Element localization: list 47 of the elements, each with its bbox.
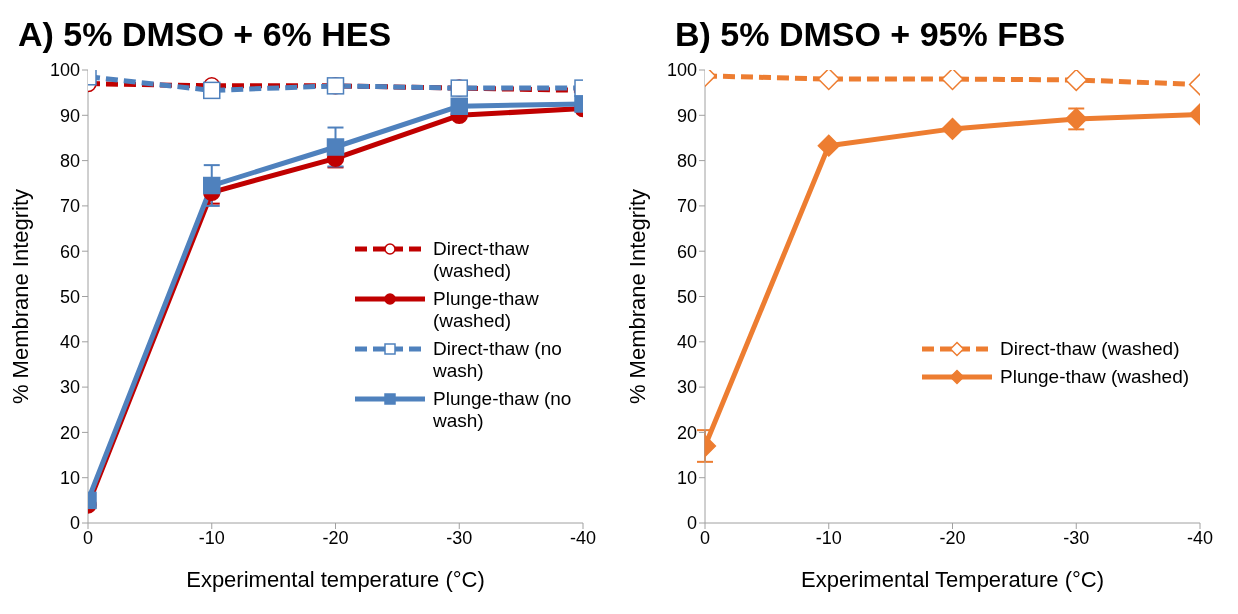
chart-title: A) 5% DMSO + 6% HES bbox=[17, 14, 393, 55]
y-tick-label: 90 bbox=[676, 105, 697, 126]
y-tick-label: 80 bbox=[59, 150, 80, 171]
y-tick-label: 30 bbox=[676, 377, 697, 398]
x-tick-label: -30 bbox=[1063, 527, 1090, 548]
y-tick-label: 100 bbox=[666, 60, 697, 81]
y-tick-label: 30 bbox=[59, 377, 80, 398]
x-tick-label: -40 bbox=[1186, 527, 1214, 548]
point bbox=[203, 81, 221, 100]
x-tick-label: -40 bbox=[569, 527, 597, 548]
y-axis-title: % Membrane Integrity bbox=[624, 188, 650, 405]
x-tick-label: 0 bbox=[82, 527, 94, 548]
y-tick-label: 90 bbox=[59, 105, 80, 126]
legend-label: Direct-thaw (washed) bbox=[433, 238, 531, 282]
y-tick-label: 50 bbox=[59, 286, 80, 307]
y-tick-label: 80 bbox=[676, 150, 697, 171]
legend-label: Plunge-thaw (no wash) bbox=[433, 388, 573, 432]
legend-label: Direct-thaw (washed) bbox=[1000, 338, 1180, 360]
x-tick-label: -30 bbox=[446, 527, 473, 548]
y-tick-label: 10 bbox=[59, 468, 80, 489]
x-axis-title: Experimental temperature (°C) bbox=[186, 566, 485, 592]
x-tick-label: -20 bbox=[322, 527, 349, 548]
y-tick-label: 40 bbox=[59, 332, 80, 353]
x-axis-title: Experimental Temperature (°C) bbox=[800, 566, 1105, 592]
x-tick-label: -20 bbox=[939, 527, 966, 548]
y-tick-label: 60 bbox=[59, 241, 80, 262]
x-tick-label: 0 bbox=[699, 527, 711, 548]
y-tick-label: 50 bbox=[676, 286, 697, 307]
y-tick-label: 100 bbox=[49, 60, 80, 81]
legend-label: Plunge-thaw (washed) bbox=[1000, 366, 1190, 388]
y-tick-label: 0 bbox=[686, 513, 697, 534]
legend-label: Plunge-thaw (washed) bbox=[433, 288, 540, 332]
legend-label: Direct-thaw (no wash) bbox=[433, 338, 563, 382]
y-tick-label: 70 bbox=[676, 196, 697, 217]
point bbox=[450, 97, 468, 115]
y-tick-label: 60 bbox=[676, 241, 697, 262]
y-tick-label: 0 bbox=[69, 513, 80, 534]
chart-title: B) 5% DMSO + 95% FBS bbox=[674, 14, 1067, 55]
y-tick-label: 20 bbox=[676, 422, 697, 443]
y-axis-title: % Membrane Integrity bbox=[7, 188, 33, 405]
y-tick-label: 20 bbox=[59, 422, 80, 443]
x-tick-label: -10 bbox=[198, 527, 225, 548]
y-tick-label: 70 bbox=[59, 196, 80, 217]
point bbox=[326, 138, 345, 156]
y-tick-label: 40 bbox=[676, 332, 697, 353]
y-tick-label: 10 bbox=[676, 468, 697, 489]
x-tick-label: -10 bbox=[815, 527, 842, 548]
